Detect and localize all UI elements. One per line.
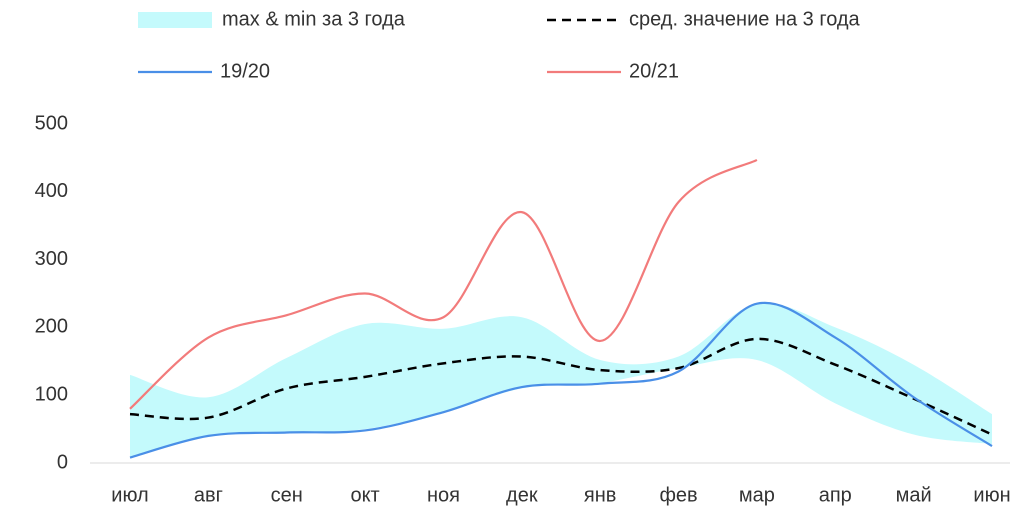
legend-label: сред. значение на 3 года: [629, 8, 861, 30]
x-tick-label: июл: [111, 484, 148, 506]
x-tick-label: сен: [271, 484, 303, 506]
y-tick-label: 0: [57, 451, 68, 473]
y-tick-label: 400: [35, 180, 68, 202]
x-tick-label: дек: [506, 484, 538, 506]
series-line: [129, 301, 993, 459]
y-tick-label: 100: [35, 383, 68, 405]
series-line: [129, 337, 993, 436]
y-tick-label: 200: [35, 316, 68, 338]
y-tick-label: 300: [35, 248, 68, 270]
x-tick-label: фев: [659, 484, 697, 506]
legend-label: 19/20: [220, 60, 270, 82]
range-band: [130, 302, 992, 458]
x-tick-label: окт: [350, 484, 379, 506]
x-tick-label: май: [896, 484, 932, 506]
x-tick-label: янв: [584, 484, 617, 506]
legend-label: 20/21: [629, 60, 679, 82]
x-tick-label: мар: [739, 484, 775, 506]
y-tick-label: 500: [35, 112, 68, 134]
legend-label: max & min за 3 года: [222, 8, 406, 30]
series-line: [129, 158, 758, 410]
x-tick-label: апр: [819, 484, 852, 506]
x-tick-label: авг: [194, 484, 223, 506]
x-tick-label: июн: [973, 484, 1010, 506]
legend-swatch: [138, 12, 212, 28]
x-tick-label: ноя: [427, 484, 460, 506]
